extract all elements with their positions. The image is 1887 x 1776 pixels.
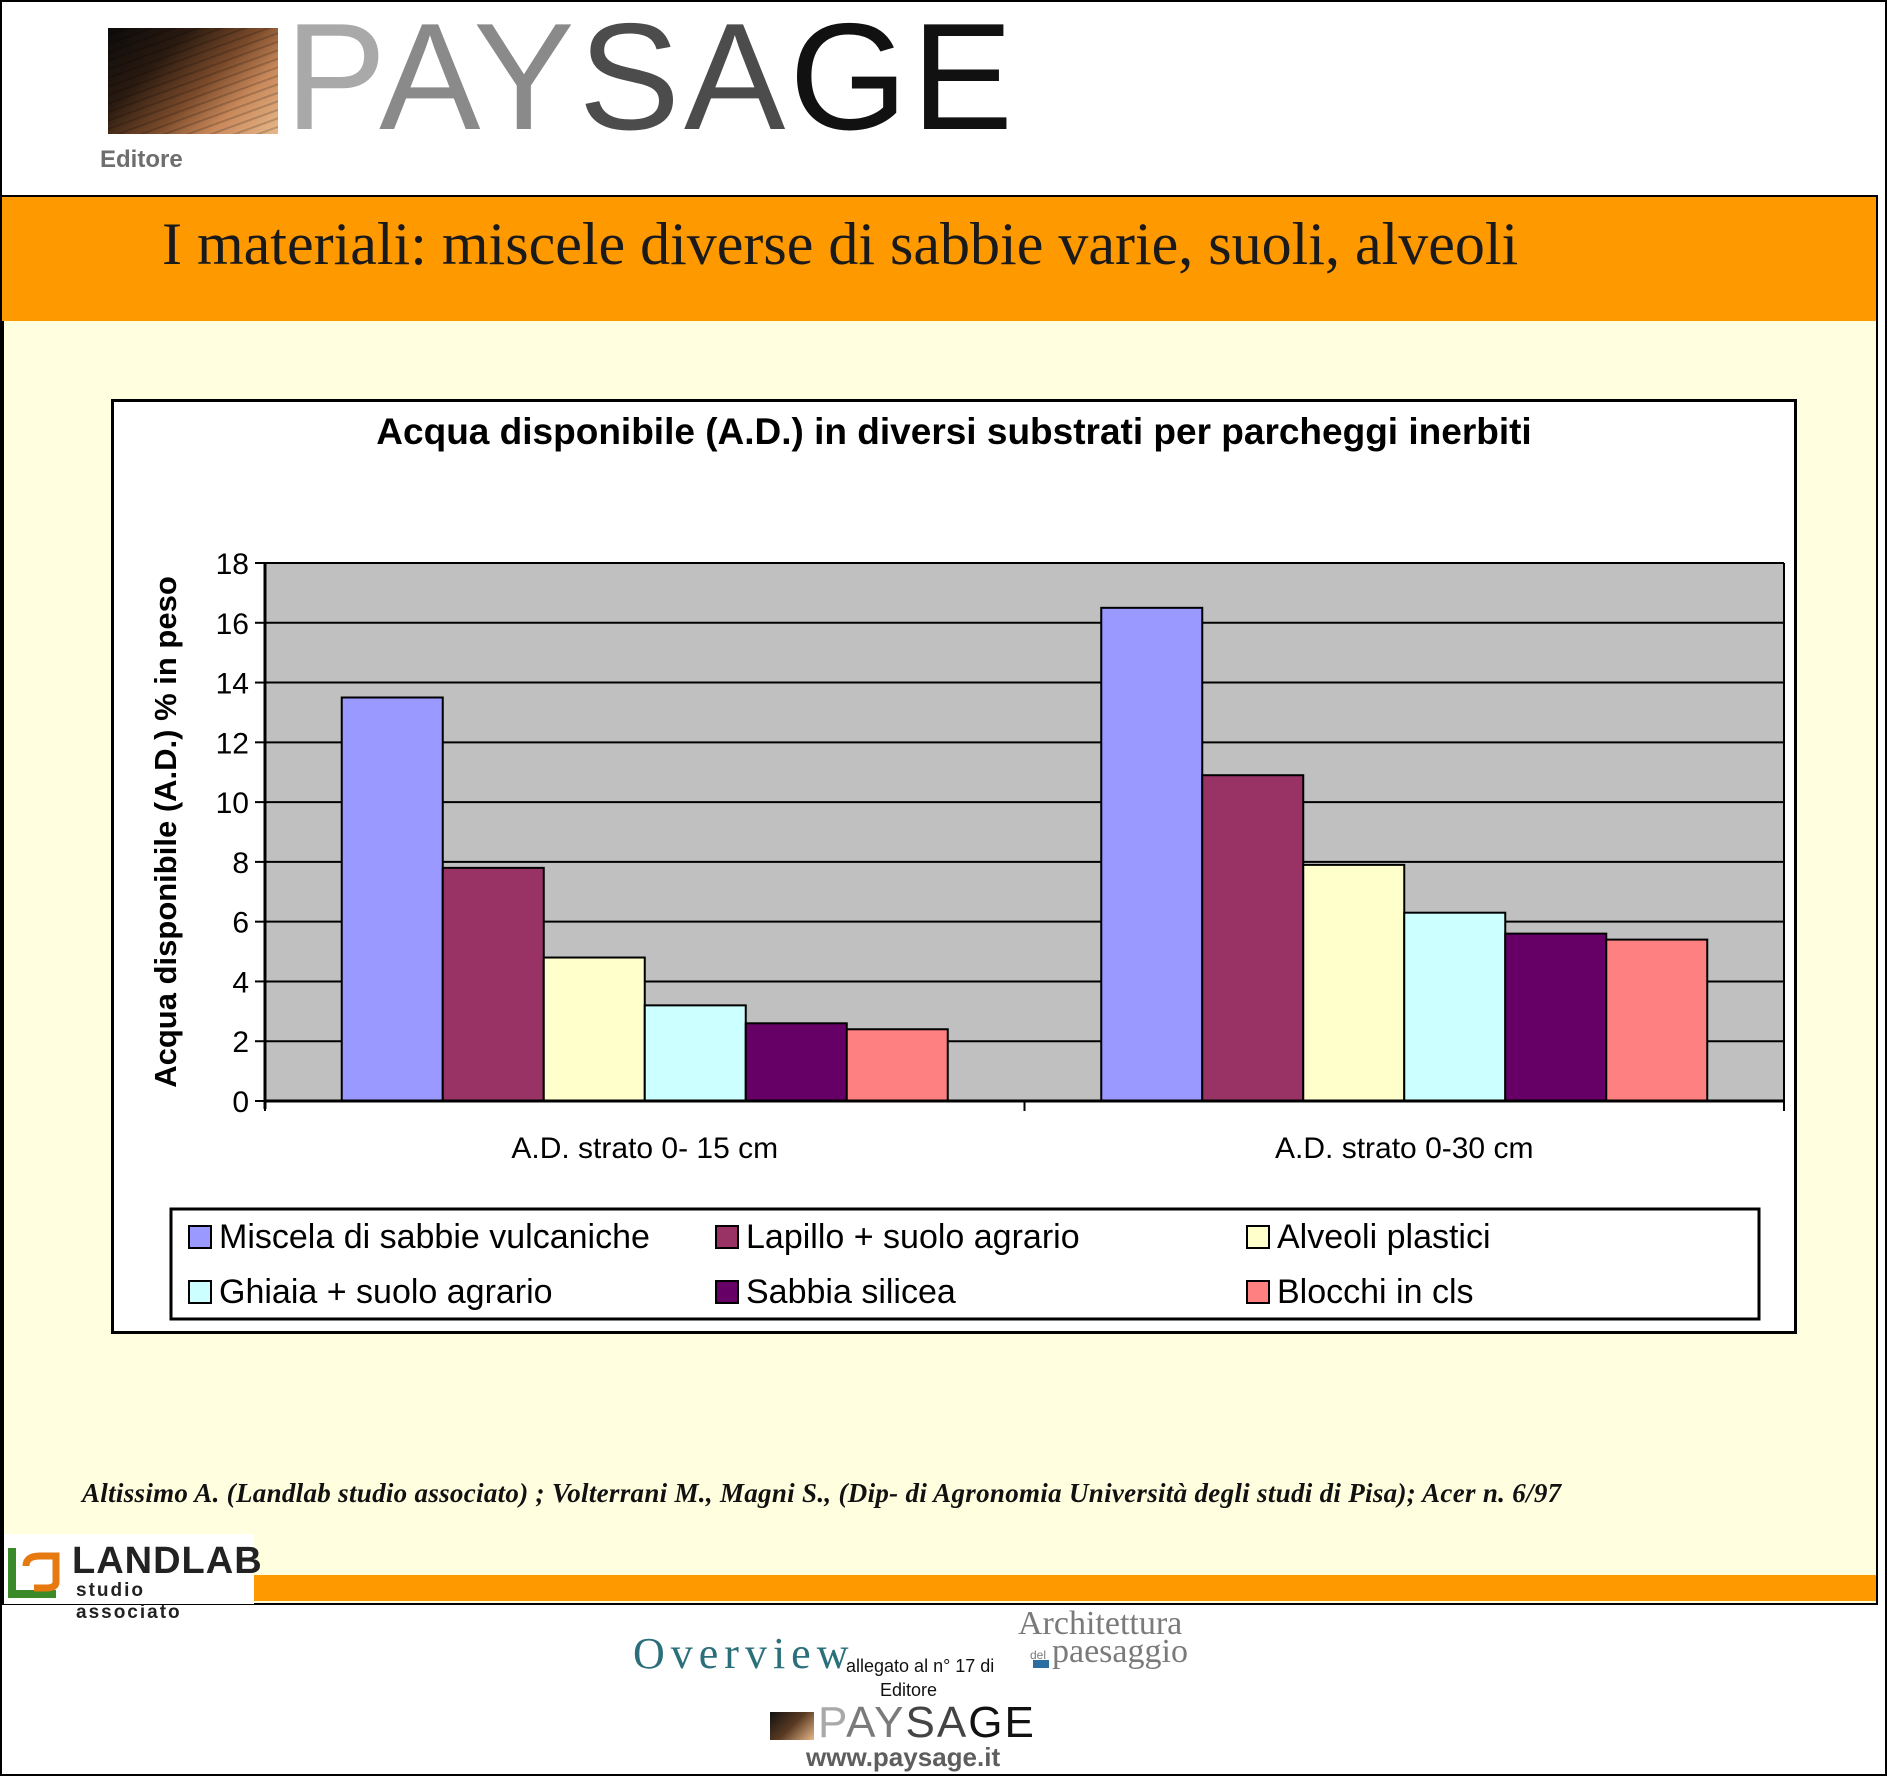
bar bbox=[340, 696, 444, 1102]
y-tick-label: 6 bbox=[232, 907, 249, 940]
brand-part: GE bbox=[789, 0, 1017, 162]
y-tick-label: 10 bbox=[216, 787, 249, 820]
title-bar bbox=[2, 197, 1876, 321]
legend-entry: Miscela di sabbie vulcaniche bbox=[219, 1218, 650, 1256]
brand-part: GE bbox=[968, 1698, 1036, 1747]
architettura-line1: Architettura bbox=[1018, 1605, 1183, 1642]
allegato-label: allegato al n° 17 di bbox=[846, 1656, 995, 1676]
legend-swatch bbox=[715, 1280, 739, 1304]
legend-swatch bbox=[715, 1225, 739, 1249]
bar bbox=[441, 866, 545, 1102]
brand-part: P bbox=[285, 0, 380, 162]
legend-entry: Sabbia silicea bbox=[746, 1273, 956, 1311]
paysage-logo-image bbox=[108, 28, 278, 134]
legend-entry: Lapillo + suolo agrario bbox=[746, 1218, 1080, 1256]
architettura-mark-icon bbox=[1033, 1660, 1049, 1668]
footer-editore: Editore bbox=[880, 1680, 938, 1700]
footer-paysage-brand: PAYSAGE bbox=[818, 1698, 1036, 1748]
legend-swatch bbox=[1246, 1225, 1270, 1249]
x-category-label: A.D. strato 0- 15 cm bbox=[511, 1132, 778, 1165]
architettura-logo: Architettura paesaggio bbox=[1018, 1605, 1188, 1670]
y-axis-label: Acqua disponibile (A.D.) % in peso bbox=[148, 576, 183, 1088]
overview-label: Overview bbox=[633, 1629, 855, 1678]
bar-chart: Acqua disponibile (A.D.) in diversi subs… bbox=[148, 411, 1785, 1321]
legend-box bbox=[169, 1207, 1761, 1321]
paysage-brand: PAYSAGE bbox=[285, 1, 1017, 153]
slide-title: I materiali: miscele diverse di sabbie v… bbox=[162, 211, 1519, 277]
legend-entry: Ghiaia + suolo agrario bbox=[219, 1273, 553, 1311]
x-category-label: A.D. strato 0-30 cm bbox=[1275, 1132, 1533, 1165]
legend-swatch bbox=[188, 1280, 212, 1304]
brand-part: AY bbox=[846, 1698, 906, 1747]
bar bbox=[1100, 606, 1204, 1102]
bottom-bar bbox=[250, 1575, 1876, 1601]
y-tick-label: 16 bbox=[216, 608, 249, 641]
legend-entry: Blocchi in cls bbox=[1277, 1273, 1474, 1311]
bar bbox=[845, 1028, 949, 1102]
bar bbox=[1403, 911, 1507, 1103]
bar bbox=[643, 1004, 747, 1102]
bar bbox=[744, 1022, 848, 1102]
bar bbox=[1201, 774, 1305, 1102]
legend-swatch bbox=[188, 1225, 212, 1249]
architettura-line2: paesaggio bbox=[1052, 1633, 1188, 1670]
bar bbox=[1605, 938, 1709, 1102]
website-link[interactable]: www.paysage.it bbox=[806, 1742, 1001, 1772]
landlab-subtitle: studio associato bbox=[76, 1580, 182, 1623]
citation: Altissimo A. (Landlab studio associato) … bbox=[82, 1478, 1562, 1508]
y-tick-label: 14 bbox=[216, 668, 249, 701]
landlab-icon bbox=[8, 1548, 60, 1598]
legend-entry: Alveoli plastici bbox=[1277, 1218, 1491, 1256]
landlab-logo: LANDLAB studio associato bbox=[4, 1534, 262, 1623]
architettura-del: del bbox=[1030, 1648, 1047, 1662]
editore-label: Editore bbox=[100, 146, 183, 173]
y-tick-label: 12 bbox=[216, 727, 249, 760]
bar bbox=[1504, 932, 1608, 1102]
chart-title: Acqua disponibile (A.D.) in diversi subs… bbox=[376, 411, 1531, 452]
footer-paysage-image bbox=[770, 1712, 814, 1740]
y-tick-label: 18 bbox=[216, 548, 249, 581]
brand-part: P bbox=[818, 1698, 847, 1747]
y-tick-label: 2 bbox=[232, 1026, 249, 1059]
bar bbox=[1302, 863, 1406, 1102]
y-tick-label: 8 bbox=[232, 847, 249, 880]
y-tick-label: 0 bbox=[232, 1086, 249, 1119]
legend-swatch bbox=[1246, 1280, 1270, 1304]
brand-part: AY bbox=[379, 0, 579, 162]
brand-part: SA bbox=[905, 1698, 969, 1747]
y-tick-label: 4 bbox=[232, 966, 249, 999]
brand-part: SA bbox=[578, 0, 790, 162]
bar bbox=[542, 956, 646, 1102]
landlab-name: LANDLAB bbox=[72, 1540, 263, 1582]
